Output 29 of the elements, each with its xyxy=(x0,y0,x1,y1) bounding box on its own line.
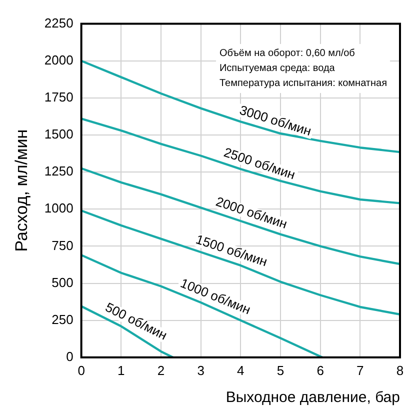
y-tick-label: 500 xyxy=(52,274,74,290)
text: 2500 об/мин xyxy=(222,144,298,182)
x-tick-label: 6 xyxy=(316,362,324,378)
y-tick-label: 0 xyxy=(66,348,74,364)
y-tick-label: 1750 xyxy=(44,90,74,105)
x-tick-label: 0 xyxy=(78,362,85,378)
text: 2000 об/мин xyxy=(214,194,290,232)
x-tick-label: 2 xyxy=(157,362,165,378)
y-axis-title: Расход, мл/мин xyxy=(12,129,31,252)
annotation: Испытуемая среда: вода xyxy=(219,62,336,76)
y-tick-label: 2000 xyxy=(44,52,74,68)
x-tick-label: 4 xyxy=(237,362,244,378)
x-tick-label: 5 xyxy=(276,362,284,378)
text: 1000 об/мин xyxy=(178,275,253,318)
text: 1500 об/мин xyxy=(194,232,270,270)
annotation: Объём на оборот: 0,60 мл/об xyxy=(219,47,356,61)
y-tick-label: 1000 xyxy=(44,200,74,216)
x-tick-label: 1 xyxy=(118,362,125,378)
x-tick-label: 8 xyxy=(396,362,404,378)
annotation: Температура испытания: комнатная xyxy=(219,77,387,91)
y-tick-label: 250 xyxy=(52,312,74,327)
y-tick-label: 750 xyxy=(52,238,74,253)
text: 3000 об/мин xyxy=(238,102,314,139)
y-tick-label: 2250 xyxy=(44,15,74,30)
y-tick-label: 1500 xyxy=(44,126,74,142)
y-tick-label: 1250 xyxy=(44,164,74,179)
x-tick-label: 7 xyxy=(356,362,364,378)
x-axis-title: Выходное давление, бар xyxy=(226,389,400,406)
x-tick-label: 3 xyxy=(197,362,204,378)
